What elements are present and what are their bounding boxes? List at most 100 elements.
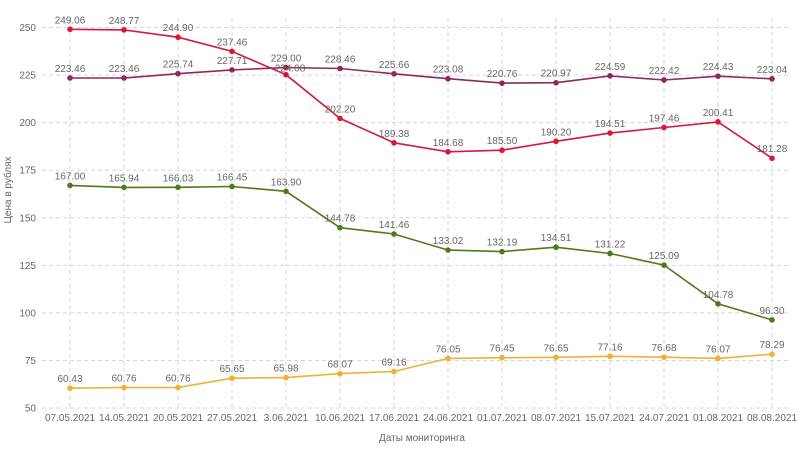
x-tick-label: 01.07.2021 (477, 413, 527, 424)
y-tick-label: 75 (25, 356, 37, 367)
data-point (445, 247, 451, 253)
data-label: 134.51 (541, 233, 572, 244)
data-point (337, 115, 343, 122)
data-point (769, 317, 775, 323)
x-tick-label: 20.05.2021 (153, 413, 203, 424)
data-label: 77.16 (597, 342, 622, 353)
data-label: 166.03 (163, 173, 194, 184)
data-point (229, 183, 235, 190)
data-label: 224.59 (595, 62, 626, 73)
data-point (661, 124, 667, 131)
y-tick-label: 125 (19, 261, 36, 272)
x-tick-label: 27.05.2021 (207, 413, 257, 424)
data-label: 76.05 (435, 344, 460, 355)
data-point (175, 184, 181, 191)
data-label: 248.77 (109, 16, 140, 27)
data-point (553, 79, 559, 86)
data-label: 228.46 (325, 54, 356, 65)
y-tick-label: 250 (19, 23, 36, 34)
data-label: 197.46 (649, 113, 680, 124)
series-line-3 (69, 353, 773, 389)
data-point (283, 374, 289, 381)
data-label: 244.90 (163, 23, 194, 34)
data-point (769, 155, 775, 162)
x-tick-label: 08.08.2021 (747, 413, 797, 424)
data-point (715, 355, 721, 362)
data-point (229, 67, 235, 73)
data-label: 131.22 (595, 239, 626, 250)
y-tick-label: 225 (19, 71, 36, 82)
data-label: 202.20 (325, 104, 356, 115)
x-tick-label: 24.07.2021 (639, 413, 689, 424)
y-tick-label: 50 (25, 404, 37, 415)
data-point (337, 370, 343, 377)
data-label: 68.07 (327, 360, 352, 371)
data-label: 225.66 (379, 60, 410, 71)
data-label-overlap: 224.08 (275, 63, 306, 74)
data-label: 220.76 (487, 69, 518, 80)
data-point (769, 351, 775, 357)
data-label: 144.78 (325, 214, 356, 225)
data-point (391, 71, 397, 77)
data-point (175, 384, 181, 391)
data-label: 163.90 (271, 177, 302, 188)
data-point (121, 27, 127, 33)
data-label: 76.65 (543, 343, 568, 354)
data-point (283, 71, 289, 78)
data-labels: 249.06 248.77 244.90 237.46 202.20 189.38 184.… (55, 15, 788, 385)
data-label: 224.43 (703, 62, 734, 73)
data-point (607, 250, 613, 257)
data-point (445, 355, 451, 362)
y-tick-label: 100 (19, 308, 36, 319)
y-tick-label: 200 (19, 118, 36, 129)
data-label: 96.30 (759, 306, 784, 317)
x-tick-label: 17.06.2021 (369, 413, 419, 424)
y-tick-label: 175 (19, 166, 36, 177)
x-tick-label: 08.07.2021 (531, 413, 581, 424)
x-axis-title: Даты мониторинга (379, 433, 465, 444)
data-label: 229.00 (271, 53, 302, 64)
data-label: 141.46 (379, 220, 410, 231)
x-tick-label: 01.08.2021 (693, 413, 743, 424)
data-label: 165.94 (109, 173, 140, 184)
data-label: 185.50 (487, 136, 518, 147)
data-point (445, 148, 451, 155)
data-point (67, 182, 73, 189)
x-tick-label: 07.05.2021 (45, 413, 95, 424)
data-label: 189.38 (379, 129, 410, 140)
data-label: 76.68 (651, 343, 676, 354)
data-point (445, 75, 451, 82)
data-point (391, 231, 397, 237)
data-point (607, 130, 613, 136)
data-point (67, 26, 73, 33)
data-point (661, 77, 667, 83)
data-point (229, 375, 235, 382)
data-label: 132.19 (487, 238, 518, 249)
data-label: 76.07 (705, 344, 730, 355)
data-label: 223.08 (433, 65, 464, 76)
data-label: 184.68 (433, 138, 464, 149)
data-point (499, 248, 505, 255)
data-point (661, 262, 667, 268)
data-point (715, 300, 721, 307)
data-point (607, 353, 613, 360)
series-lines (67, 26, 775, 391)
data-point (607, 73, 613, 79)
series-line-1 (70, 66, 773, 84)
data-label: 60.43 (57, 374, 82, 385)
data-label: 69.16 (381, 358, 406, 369)
data-label: 78.29 (759, 340, 784, 351)
data-label: 65.98 (273, 364, 298, 375)
data-point (499, 354, 505, 361)
data-label: 65.65 (219, 364, 244, 375)
data-point (229, 48, 235, 55)
data-label: 222.42 (649, 66, 680, 77)
x-tick-label: 3.06.2021 (264, 413, 309, 424)
data-point (553, 244, 559, 251)
data-point (661, 354, 667, 361)
data-label: 227.71 (217, 56, 248, 67)
x-tick-label: 24.06.2021 (423, 413, 473, 424)
data-point (391, 368, 397, 375)
data-point (553, 138, 559, 145)
